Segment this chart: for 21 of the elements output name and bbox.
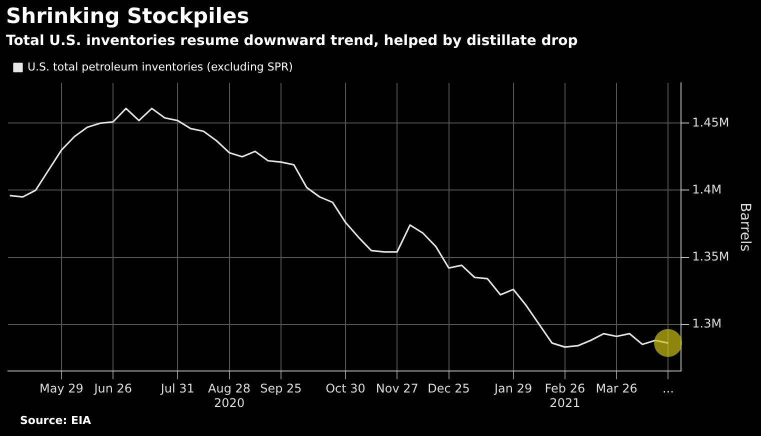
- y-tick-label: 1.4M: [692, 182, 722, 196]
- x-tick-label: Jun 26: [93, 382, 132, 396]
- source-note: Source: EIA: [20, 414, 92, 427]
- x-tick-label: Feb 26 2021: [544, 382, 586, 410]
- x-tick-label: May 29: [40, 382, 84, 396]
- y-tick-label: 1.3M: [692, 316, 722, 330]
- x-tick-label: Mar 26: [596, 382, 638, 396]
- chart-subtitle: Total U.S. inventories resume downward trend, helped by distillate drop: [6, 33, 578, 49]
- x-tick-label: Dec 25: [428, 382, 470, 396]
- legend-label: U.S. total petroleum inventories (excluding SPR): [28, 60, 293, 74]
- x-tick-label: Jul 31: [160, 382, 194, 396]
- chart-title: Shrinking Stockpiles: [6, 4, 250, 28]
- x-tick-label: ...: [662, 382, 674, 396]
- y-tick-label: 1.45M: [692, 115, 730, 130]
- x-tick-label: Sep 25: [260, 382, 302, 396]
- x-tick-label: Aug 28 2020: [208, 382, 251, 410]
- y-tick-label: 1.35M: [692, 249, 730, 264]
- x-tick-label: Oct 30: [326, 382, 366, 396]
- x-tick-label: Nov 27: [376, 382, 418, 396]
- y-axis-title: Barrels: [736, 202, 753, 252]
- x-tick-label: Jan 29: [494, 382, 532, 396]
